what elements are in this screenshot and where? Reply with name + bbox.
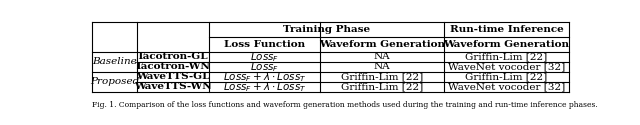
Text: Waveform Generation: Waveform Generation [444, 40, 570, 49]
Text: $\mathit{Loss}_{F} + \lambda \cdot \mathit{Loss}_{T}$: $\mathit{Loss}_{F} + \lambda \cdot \math… [223, 80, 306, 94]
Text: $\mathit{Loss}_{F}$: $\mathit{Loss}_{F}$ [250, 50, 279, 64]
Text: Baseline: Baseline [93, 57, 137, 66]
Text: $\mathit{Loss}_{F} + \lambda \cdot \mathit{Loss}_{T}$: $\mathit{Loss}_{F} + \lambda \cdot \math… [223, 70, 306, 84]
Text: Tacotron-WN: Tacotron-WN [135, 62, 211, 71]
Text: Run-time Inference: Run-time Inference [449, 25, 563, 34]
Text: Training Phase: Training Phase [283, 25, 370, 34]
Text: $\mathit{Loss}_{F}$: $\mathit{Loss}_{F}$ [250, 60, 279, 74]
Text: WaveTTS-GL: WaveTTS-GL [136, 72, 210, 81]
Text: Griffin-Lim [22]: Griffin-Lim [22] [341, 72, 423, 81]
Text: Tacotron-GL: Tacotron-GL [137, 52, 209, 61]
Text: WaveNet vocoder [32]: WaveNet vocoder [32] [448, 62, 565, 71]
Text: Fig. 1. Comparison of the loss functions and waveform generation methods used du: Fig. 1. Comparison of the loss functions… [92, 101, 598, 109]
Text: Waveform Generation: Waveform Generation [319, 40, 445, 49]
Text: Griffin-Lim [22]: Griffin-Lim [22] [341, 82, 423, 92]
Text: Proposed: Proposed [90, 77, 140, 86]
Text: Griffin-Lim [22]: Griffin-Lim [22] [465, 52, 547, 61]
Text: NA: NA [374, 52, 390, 61]
Text: WaveTTS-WN: WaveTTS-WN [134, 82, 212, 92]
Text: NA: NA [374, 62, 390, 71]
Text: WaveNet vocoder [32]: WaveNet vocoder [32] [448, 82, 565, 92]
Text: Loss Function: Loss Function [224, 40, 305, 49]
Text: Griffin-Lim [22]: Griffin-Lim [22] [465, 72, 547, 81]
